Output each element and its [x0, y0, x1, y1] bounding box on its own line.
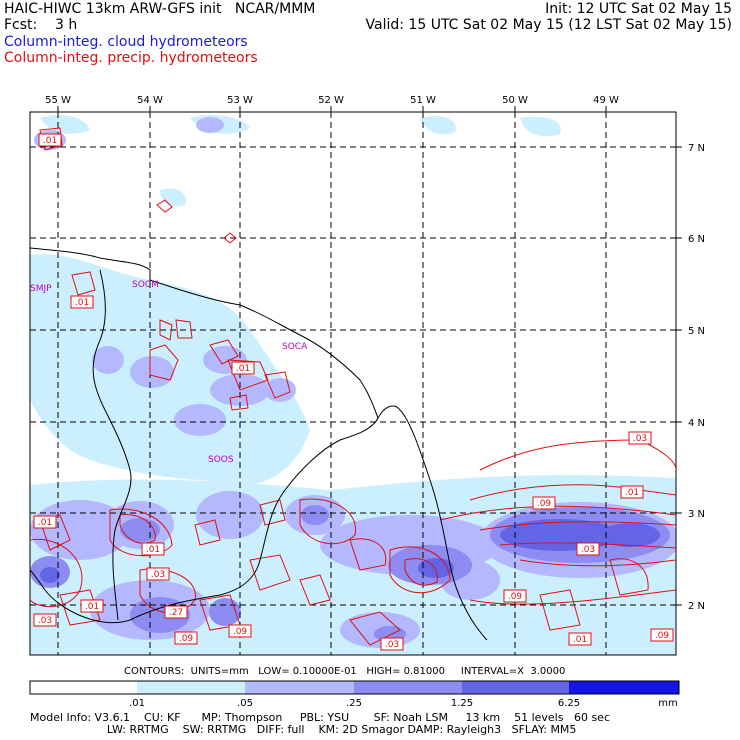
contour-label-box	[650, 628, 674, 642]
contour-label: .01	[146, 545, 160, 555]
colorbar-tick: .05	[237, 698, 253, 709]
contour-label: .01	[573, 635, 587, 645]
contour-label: .09	[233, 627, 248, 637]
contour-label: .01	[236, 364, 250, 374]
lon-labels: 55 W 54 W 53 W 52 W 51 W 50 W 49 W	[45, 95, 619, 106]
colorbar-bin	[245, 681, 354, 694]
contour-info: CONTOURS: UNITS=mm LOW= 0.10000E-01 HIGH…	[124, 666, 566, 677]
lat-lon-grid	[30, 112, 676, 655]
axis-ticks	[57, 106, 682, 606]
contour-label-box	[141, 542, 165, 556]
colorbar-tick: .25	[346, 698, 362, 709]
colorbar-tick: 6.25	[558, 698, 580, 709]
colorbar-bin	[30, 681, 137, 694]
contour-label-box	[33, 613, 57, 627]
contour-label-box	[231, 361, 255, 375]
contour-label: .01	[38, 518, 52, 528]
lat-label: 4 N	[688, 418, 705, 429]
contour-label-box	[532, 496, 556, 510]
model-info-line1: Model Info: V3.6.1 CU: KF MP: Thompson P…	[30, 711, 610, 724]
contour-label-box	[164, 605, 188, 619]
precip-series-label: Column-integ. precip. hydrometeors	[4, 50, 258, 66]
contour-label: .03	[633, 434, 647, 444]
lon-label: 51 W	[410, 95, 436, 106]
colorbar-tick: .01	[129, 698, 145, 709]
contour-label: .03	[385, 640, 399, 650]
contour-label: .03	[581, 545, 595, 555]
station-socm: SOCM	[132, 280, 159, 290]
colorbar-units: mm	[658, 698, 677, 709]
lat-label: 7 N	[688, 143, 705, 154]
contour-label: .03	[151, 570, 165, 580]
coastline	[29, 247, 488, 641]
contour-label-box	[70, 295, 94, 309]
valid-time: Valid: 15 UTC Sat 02 May 15 (12 LST Sat …	[365, 17, 732, 33]
contour-label: .01	[75, 298, 89, 308]
contour-value-labels: .01 .01 .01 .01 .01 .03 .01 .03 .03 .01 .27 .09 .09.…	[33, 133, 674, 651]
contour-label: .27	[169, 608, 183, 618]
contour-label-box	[380, 637, 404, 651]
station-smjp: SMJP	[30, 284, 52, 294]
colorbar-bin	[137, 681, 245, 694]
cloud-shading	[30, 115, 676, 655]
contour-label-box	[503, 589, 527, 603]
colorbar-outline	[29, 680, 680, 695]
lat-label: 6 N	[688, 234, 705, 245]
contour-label-box	[146, 567, 170, 581]
lat-label: 2 N	[688, 601, 705, 612]
contour-label: .09	[655, 631, 670, 641]
init-time: Init: 12 UTC Sat 02 May 15	[545, 1, 732, 17]
lon-label: 53 W	[227, 95, 253, 106]
contour-label-box	[568, 632, 592, 646]
lat-labels: 7 N 6 N 5 N 4 N 3 N 2 N	[688, 143, 705, 612]
contour-label-box	[174, 631, 198, 645]
lon-label: 50 W	[502, 95, 528, 106]
lon-label: 49 W	[593, 95, 619, 106]
lon-label: 54 W	[137, 95, 163, 106]
title-line: HAIC-HIWC 13km ARW-GFS init NCAR/MMM	[4, 1, 316, 17]
colorbar: .01 .05 .25 1.25 6.25 mm	[29, 680, 680, 709]
contour-label: .01	[43, 136, 57, 146]
station-soos: SOOS	[208, 455, 234, 465]
colorbar-bin	[462, 681, 569, 694]
lat-label: 5 N	[688, 326, 705, 337]
map-frame	[29, 111, 677, 656]
colorbar-bin	[354, 681, 462, 694]
contour-label: .01	[85, 602, 99, 612]
colorbar-bin	[569, 681, 679, 694]
model-info-line2: LW: RRTMG SW: RRTMG DIFF: full KM: 2D Sm…	[30, 723, 577, 736]
colorbar-tick: 1.25	[451, 698, 473, 709]
contour-label-box	[620, 485, 644, 499]
contour-label: .03	[38, 616, 52, 626]
station-soca: SOCA	[282, 342, 308, 352]
contour-label-box	[628, 431, 652, 445]
contour-label: .09	[537, 499, 552, 509]
lon-label: 52 W	[318, 95, 344, 106]
forecast-hour: Fcst: 3 h	[4, 17, 78, 33]
contour-label-box	[228, 624, 252, 638]
contour-label: .09	[508, 592, 523, 602]
contour-label: .09	[179, 634, 194, 644]
contour-label-box	[33, 515, 57, 529]
cloud-series-label: Column-integ. cloud hydrometeors	[4, 34, 248, 50]
contour-label-box	[38, 133, 62, 147]
contour-label-box	[80, 599, 104, 613]
contour-label: .01	[625, 488, 639, 498]
lat-label: 3 N	[688, 509, 705, 520]
lon-label: 55 W	[45, 95, 71, 106]
station-labels: SMJP SOCM SOCA SOOS	[30, 280, 308, 465]
contour-label-box	[576, 542, 600, 556]
